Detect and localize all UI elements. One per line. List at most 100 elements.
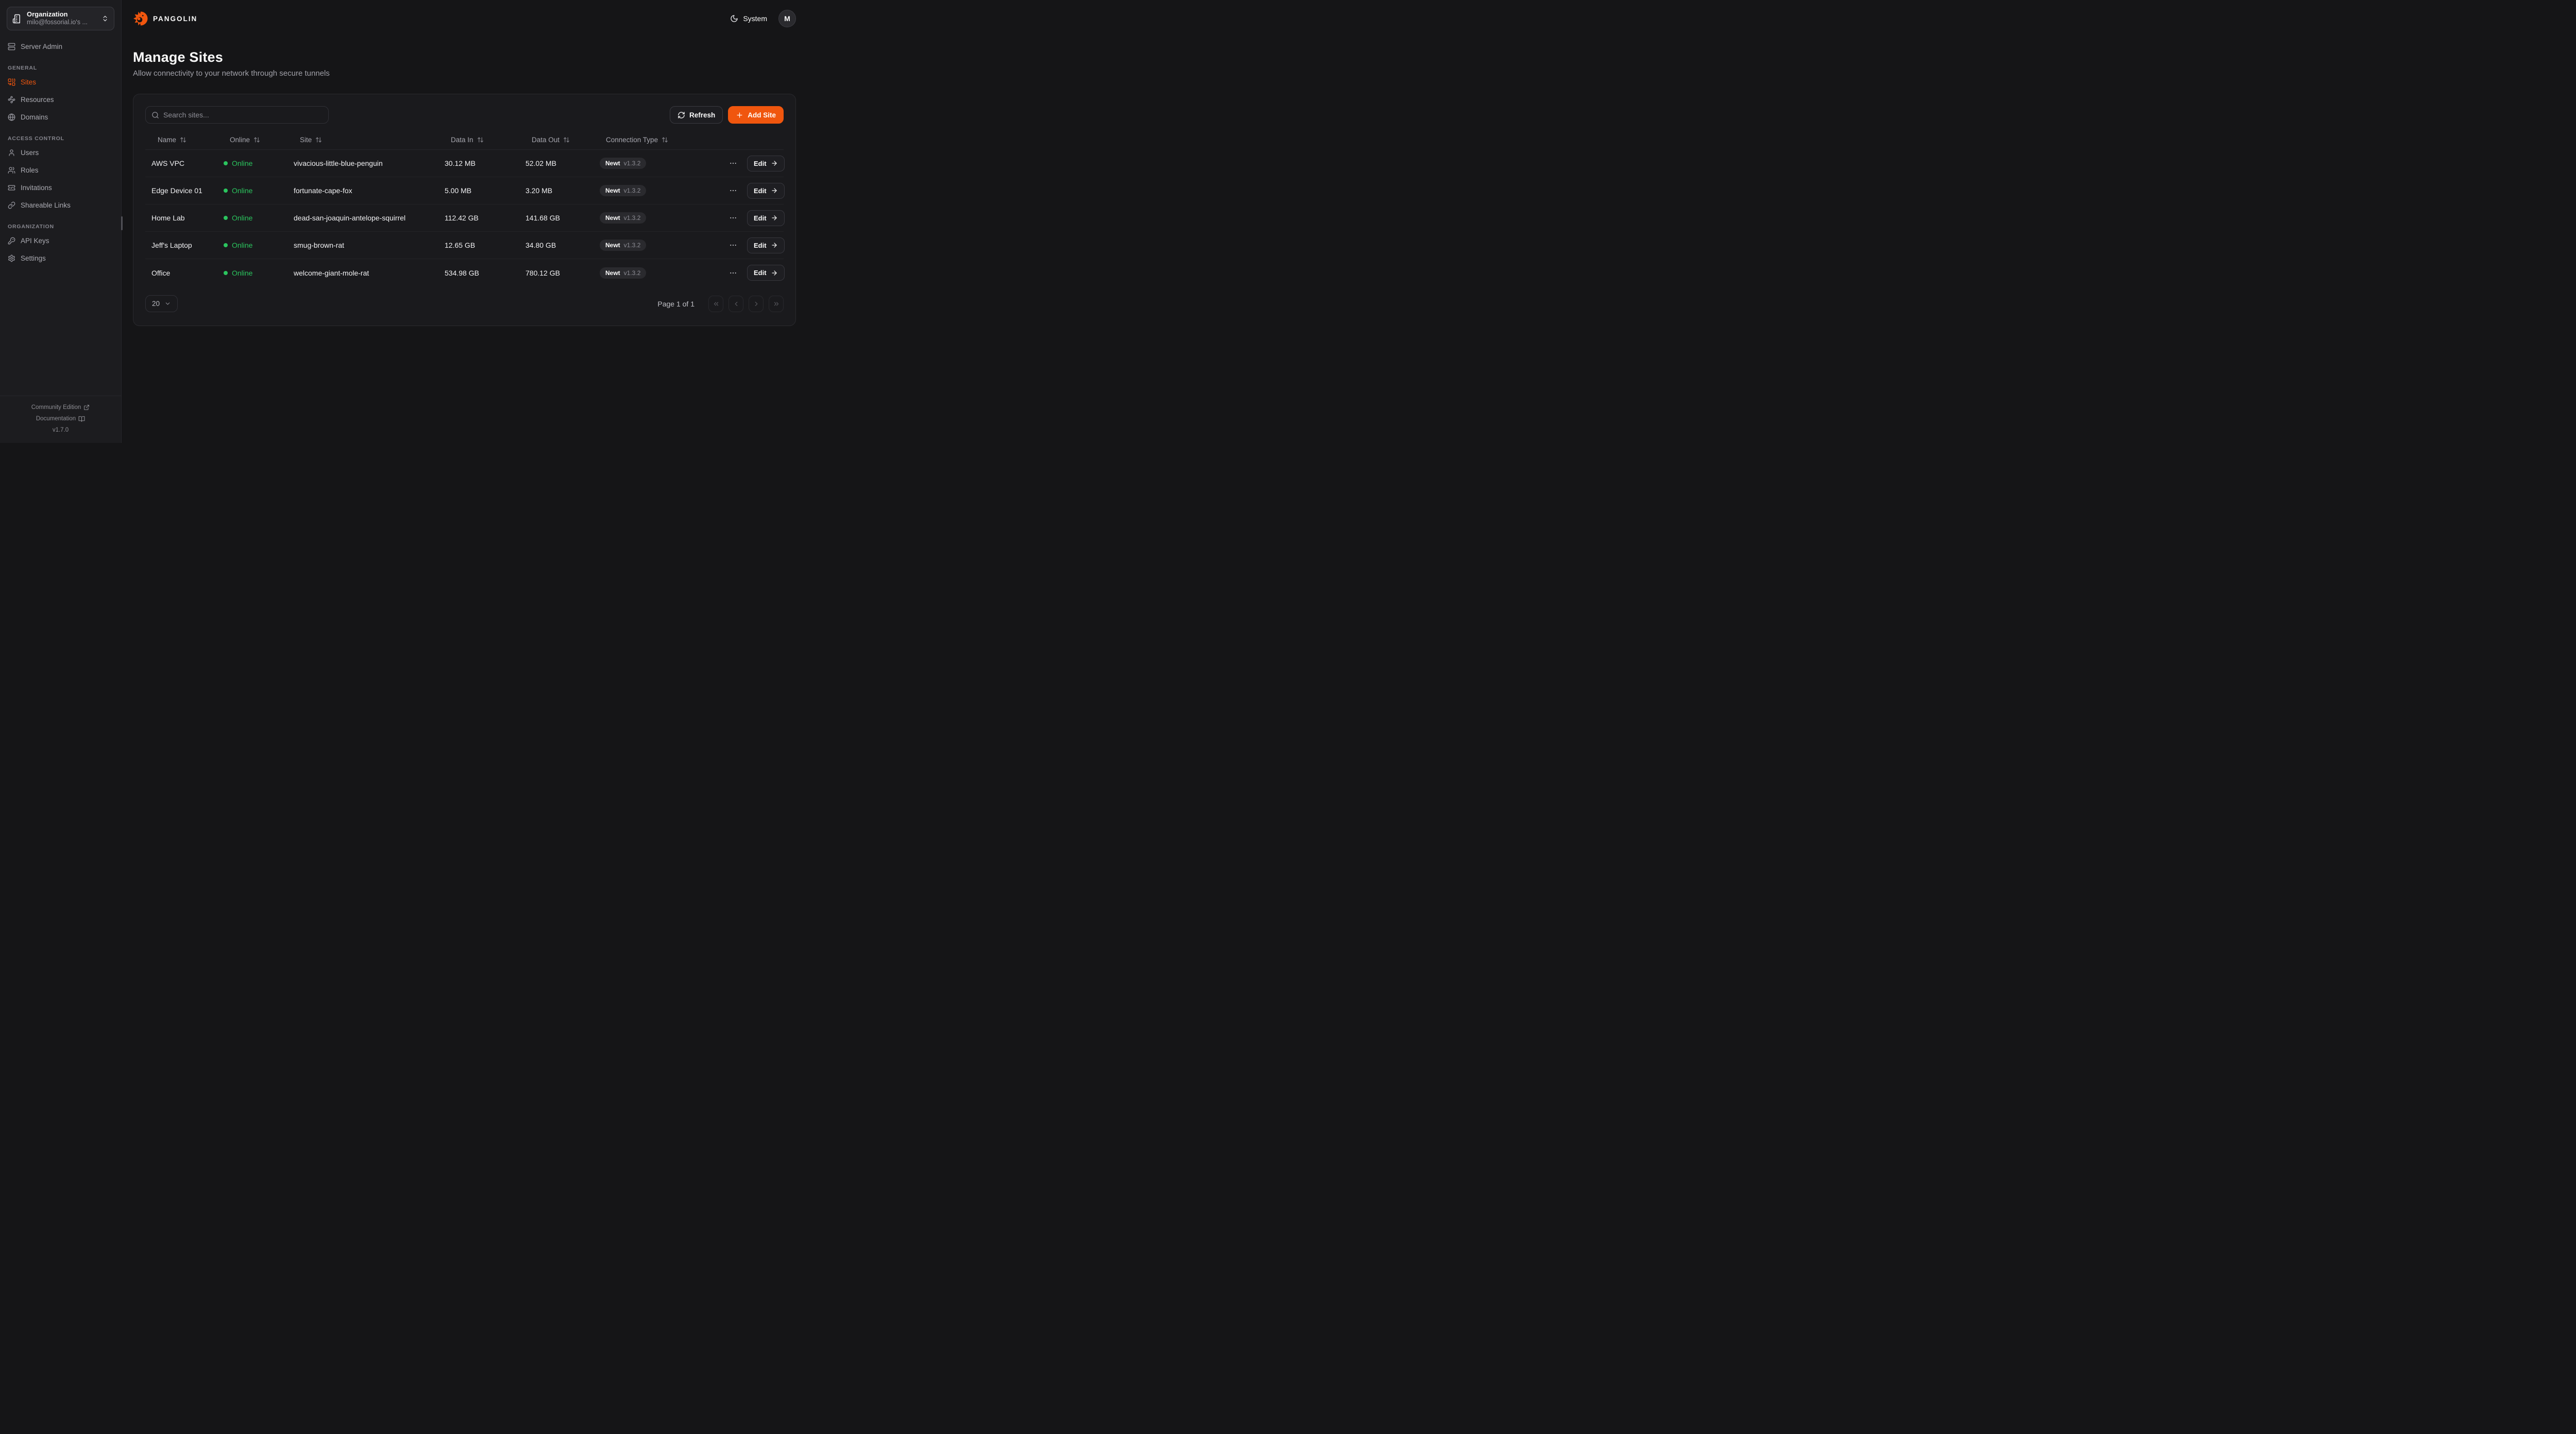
column-header-data-in[interactable]: Data In: [445, 136, 526, 144]
brand: PANGOLIN: [133, 11, 197, 26]
ellipsis-icon: [730, 272, 736, 274]
table-header-row: Name Online Site Data In Data Out Connec…: [145, 130, 784, 150]
org-label: Organization: [27, 10, 68, 19]
online-dot-icon: [224, 189, 228, 193]
sidebar-item-sites[interactable]: Sites: [7, 76, 114, 88]
data-out: 34.80 GB: [526, 241, 556, 249]
building-icon: [12, 14, 21, 23]
ellipsis-icon: [730, 244, 736, 246]
site-name: Jeff's Laptop: [151, 241, 192, 249]
column-header-connection-type[interactable]: Connection Type: [600, 136, 728, 144]
sidebar-item-api-keys[interactable]: API Keys: [7, 235, 114, 247]
first-page-button[interactable]: [708, 295, 723, 312]
edit-button[interactable]: Edit: [747, 155, 785, 172]
edit-button[interactable]: Edit: [747, 265, 785, 281]
edit-button[interactable]: Edit: [747, 237, 785, 253]
pagination: 20 Page 1 of 1: [145, 295, 784, 312]
content: Manage Sites Allow connectivity to your …: [122, 37, 808, 326]
online-dot-icon: [224, 161, 228, 165]
sidebar-item-label: Resources: [21, 96, 54, 104]
table-row: Office Online welcome-giant-mole-rat 534…: [145, 259, 785, 286]
connection-type-badge: Newt v1.3.2: [600, 185, 647, 196]
arrow-right-icon: [771, 270, 777, 276]
sidebar-item-server-admin[interactable]: Server Admin: [7, 41, 114, 53]
data-in: 12.65 GB: [445, 241, 476, 249]
page-size-select[interactable]: 20: [145, 295, 178, 312]
sidebar-item-label: Roles: [21, 166, 39, 174]
sidebar-scrollbar[interactable]: [121, 216, 123, 230]
row-menu-button[interactable]: [728, 240, 738, 250]
plus-icon: [737, 112, 742, 117]
site-slug: dead-san-joaquin-antelope-squirrel: [294, 214, 406, 222]
sidebar-item-label: API Keys: [21, 237, 49, 245]
org-value: milo@fossorial.io's ...: [27, 19, 88, 26]
table-row: Jeff's Laptop Online smug-brown-rat 12.6…: [145, 232, 785, 259]
last-page-button[interactable]: [769, 295, 784, 312]
column-header-data-out[interactable]: Data Out: [526, 136, 600, 144]
sidebar-item-settings[interactable]: Settings: [7, 252, 114, 264]
online-dot-icon: [224, 216, 228, 220]
add-site-button[interactable]: Add Site: [728, 106, 784, 124]
sidebar-item-roles[interactable]: Roles: [7, 164, 114, 176]
row-menu-button[interactable]: [728, 268, 738, 278]
edit-button[interactable]: Edit: [747, 182, 785, 199]
connection-type-badge: Newt v1.3.2: [600, 212, 647, 224]
org-selector[interactable]: Organization milo@fossorial.io's ...: [7, 7, 114, 30]
refresh-button[interactable]: Refresh: [669, 106, 723, 124]
refresh-icon: [678, 111, 685, 118]
sidebar-item-label: Server Admin: [21, 43, 63, 50]
sidebar-footer: Community Edition Documentation v1.7.0: [0, 396, 121, 443]
row-menu-button[interactable]: [728, 213, 738, 223]
key-icon: [8, 237, 15, 245]
site-name: Home Lab: [151, 214, 185, 222]
sidebar-item-shareable-links[interactable]: Shareable Links: [7, 199, 114, 211]
sort-icon: [564, 137, 569, 143]
data-in: 5.00 MB: [445, 186, 472, 195]
sidebar-nav: Server Admin GENERAL Sites Resources Dom…: [7, 41, 114, 264]
documentation-link[interactable]: Documentation: [0, 413, 121, 424]
sites-icon: [8, 78, 15, 86]
link-icon: [8, 201, 15, 209]
row-menu-button[interactable]: [728, 185, 738, 196]
search-icon: [152, 111, 159, 118]
column-header-site[interactable]: Site: [294, 136, 445, 144]
topbar: PANGOLIN System M: [122, 0, 808, 37]
avatar[interactable]: M: [778, 10, 796, 27]
sidebar-item-users[interactable]: Users: [7, 147, 114, 159]
brand-name: PANGOLIN: [153, 14, 198, 23]
community-edition-link[interactable]: Community Edition: [0, 402, 121, 413]
table-row: AWS VPC Online vivacious-little-blue-pen…: [145, 150, 785, 177]
connection-type-badge: Newt v1.3.2: [600, 240, 647, 251]
theme-label: System: [743, 14, 767, 23]
section-label-access-control: ACCESS CONTROL: [8, 135, 64, 142]
sidebar-item-domains[interactable]: Domains: [7, 111, 114, 123]
search-input[interactable]: [163, 111, 323, 119]
site-name: Office: [151, 268, 171, 277]
sidebar-item-resources[interactable]: Resources: [7, 94, 114, 106]
online-dot-icon: [224, 270, 228, 275]
main-area: PANGOLIN System M Manage Sites Allow con…: [122, 0, 808, 443]
site-slug: smug-brown-rat: [294, 241, 345, 249]
globe-icon: [8, 113, 15, 121]
prev-page-button[interactable]: [728, 295, 743, 312]
chevrons-up-down-icon: [103, 15, 107, 22]
sidebar-item-label: Shareable Links: [21, 201, 71, 209]
column-header-online[interactable]: Online: [224, 136, 294, 144]
row-menu-button[interactable]: [728, 158, 738, 168]
app-root: Organization milo@fossorial.io's ... Ser…: [0, 0, 808, 443]
section-label-general: GENERAL: [8, 65, 37, 71]
sites-table: Name Online Site Data In Data Out Connec…: [145, 130, 785, 286]
online-status: Online: [224, 186, 294, 195]
online-status: Online: [224, 241, 294, 249]
version-label: v1.7.0: [52, 427, 69, 433]
next-page-button[interactable]: [749, 295, 764, 312]
sidebar-item-invitations[interactable]: Invitations: [7, 182, 114, 194]
chevrons-left-icon: [714, 302, 718, 305]
users-icon: [8, 167, 15, 174]
column-header-name[interactable]: Name: [151, 136, 224, 144]
sidebar: Organization milo@fossorial.io's ... Ser…: [0, 0, 123, 443]
sidebar-item-label: Users: [21, 149, 39, 157]
edit-button[interactable]: Edit: [747, 210, 785, 226]
arrow-right-icon: [771, 161, 777, 166]
theme-toggle[interactable]: System: [730, 14, 767, 23]
